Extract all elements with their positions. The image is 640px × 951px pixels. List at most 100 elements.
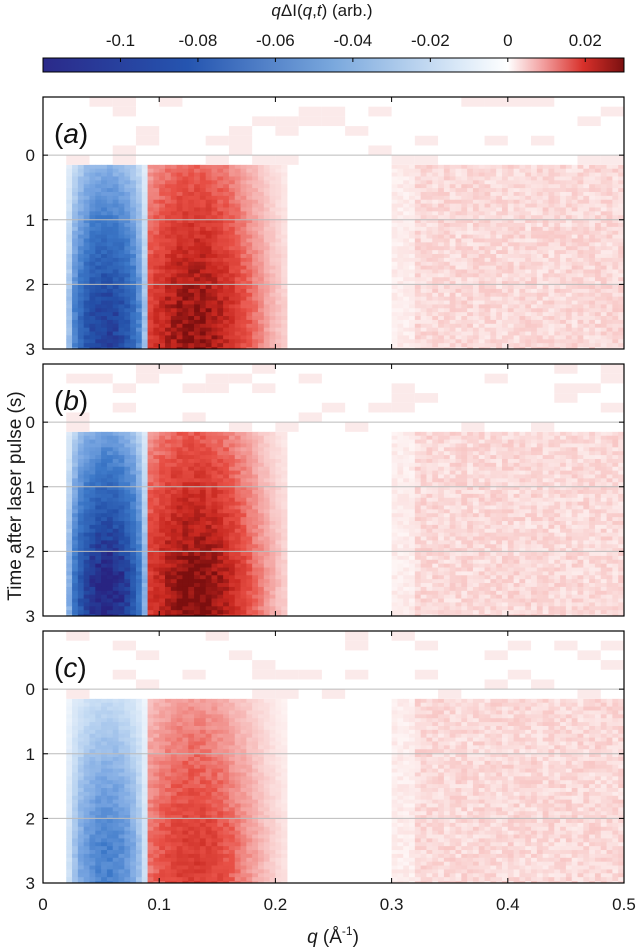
heatmap-cell: [176, 462, 183, 468]
heatmap-cell: [531, 195, 538, 201]
heatmap-cell: [560, 172, 567, 177]
heatmap-cell: [217, 304, 224, 309]
heatmap-cell: [72, 176, 79, 181]
heatmap-cell: [89, 335, 96, 340]
heatmap-cell: [420, 176, 427, 181]
heatmap-cell: [252, 331, 259, 336]
heatmap-cell: [618, 188, 624, 193]
colorbar-tick-label: -0.06: [256, 31, 295, 50]
heatmap-cell: [420, 207, 427, 212]
heatmap-cell: [490, 188, 497, 193]
heatmap-cell: [409, 223, 416, 228]
heatmap-cell: [589, 296, 596, 301]
heatmap-cell: [513, 474, 520, 479]
heatmap-cell: [501, 265, 509, 270]
heatmap-cell: [449, 327, 456, 332]
heatmap-cell: [507, 470, 515, 475]
heatmap-cell: [281, 172, 288, 177]
heatmap-cell: [409, 323, 416, 329]
heatmap-cell: [165, 176, 172, 181]
heatmap-cell: [472, 211, 480, 216]
heatmap-cell: [83, 347, 90, 349]
heatmap-cell: [223, 439, 230, 444]
heatmap-cell: [275, 273, 282, 278]
heatmap-cell: [275, 319, 282, 325]
heatmap-cell: [147, 184, 154, 189]
heatmap-cell: [66, 168, 73, 173]
heatmap-cell: [426, 335, 433, 340]
heatmap-cell: [467, 466, 474, 472]
heatmap-cell: [560, 265, 567, 270]
heatmap-cell: [554, 242, 561, 247]
heatmap-cell: [554, 211, 561, 216]
heatmap-cell: [432, 343, 439, 348]
heatmap-cell: [263, 199, 270, 205]
heatmap-cell: [536, 455, 544, 460]
heatmap-cell: [403, 261, 410, 267]
heatmap-cell: [461, 250, 468, 255]
heatmap-cell: [472, 273, 480, 278]
heatmap-cell: [507, 335, 515, 340]
heatmap-cell: [426, 257, 433, 263]
heatmap-cell: [600, 312, 607, 317]
heatmap-cell: [106, 281, 114, 286]
heatmap-cell: [438, 180, 445, 185]
heatmap-cell: [583, 176, 590, 181]
heatmap-cell: [443, 257, 451, 263]
heatmap-cell: [461, 316, 468, 321]
heatmap-cell: [141, 308, 148, 313]
heatmap-cell: [409, 319, 416, 325]
heatmap-cell: [472, 184, 480, 189]
heatmap-cell: [77, 443, 85, 448]
y-tick-label: 3: [26, 340, 35, 359]
heatmap-cell: [472, 462, 480, 468]
heatmap-cell: [426, 223, 433, 228]
heatmap-cell: [409, 451, 416, 456]
heatmap-cell: [205, 486, 212, 491]
heatmap-cell: [467, 246, 474, 251]
heatmap-cell: [461, 451, 468, 456]
heatmap-cell: [536, 273, 544, 278]
heatmap-cell: [269, 203, 276, 208]
heatmap-cell: [455, 257, 462, 263]
heatmap-cell: [507, 319, 515, 325]
heatmap-cell: [188, 292, 195, 298]
heatmap-cell: [89, 180, 96, 185]
heatmap-cell: [106, 455, 114, 460]
heatmap-cell: [426, 184, 433, 189]
heatmap-cell: [414, 261, 422, 267]
heatmap-cell: [414, 478, 422, 483]
heatmap-cell: [263, 281, 270, 286]
heatmap-cell: [472, 246, 480, 251]
heatmap-cell: [106, 316, 114, 321]
heatmap-cell: [594, 470, 602, 475]
heatmap-cell: [438, 211, 445, 216]
heatmap-cell: [101, 462, 108, 468]
heatmap-cell: [501, 288, 509, 294]
heatmap-cell: [548, 180, 555, 185]
heatmap-cell: [234, 172, 241, 177]
heatmap-cell: [560, 323, 567, 329]
heatmap-cell: [438, 265, 445, 270]
heatmap-cell: [257, 343, 265, 348]
heatmap-cell: [182, 347, 189, 349]
heatmap-cell: [147, 207, 154, 212]
heatmap-cell: [426, 455, 433, 460]
heatmap-cell: [159, 234, 166, 239]
heatmap-cell: [66, 215, 73, 220]
heatmap-cell: [397, 319, 404, 325]
heatmap-cell: [612, 199, 619, 205]
heatmap-cell: [159, 203, 166, 208]
heatmap-cell: [141, 316, 148, 321]
heatmap-cell: [182, 277, 189, 282]
heatmap-cell: [165, 478, 172, 483]
heatmap-cell: [484, 265, 491, 270]
heatmap-cell: [101, 455, 108, 460]
heatmap-cell: [83, 435, 90, 440]
heatmap-cell: [135, 466, 143, 472]
heatmap-cell: [426, 207, 433, 212]
heatmap-cell: [455, 215, 462, 220]
heatmap-cell: [618, 195, 624, 201]
heatmap-cell: [170, 265, 178, 270]
heatmap-cell: [95, 195, 102, 201]
